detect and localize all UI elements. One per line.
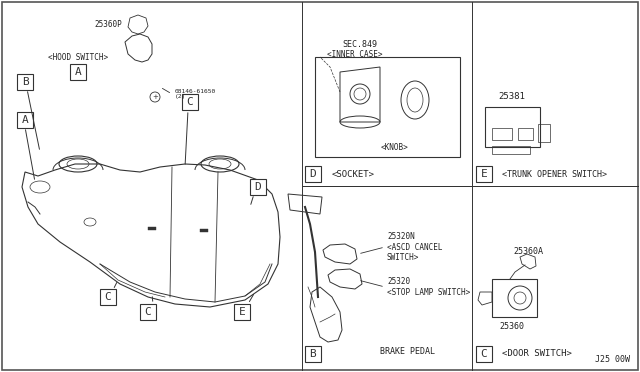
Text: <DOOR SWITCH>: <DOOR SWITCH> [502, 350, 572, 359]
Bar [182, 94, 198, 110]
Bar [17, 112, 33, 128]
Bar [250, 179, 266, 195]
Bar [492, 128, 512, 140]
Text: <KNOB>: <KNOB> [381, 142, 409, 151]
Text: B: B [22, 77, 28, 87]
Text: C: C [104, 292, 111, 302]
Bar [100, 289, 116, 305]
Bar [70, 64, 86, 80]
Text: 25381: 25381 [499, 92, 525, 100]
Bar [148, 227, 156, 230]
Text: D: D [255, 182, 261, 192]
Bar [140, 304, 156, 320]
Text: 25320
<STOP LAMP SWITCH>: 25320 <STOP LAMP SWITCH> [387, 277, 470, 297]
Bar [476, 166, 492, 182]
Bar [492, 279, 537, 317]
Bar [17, 74, 33, 90]
Text: 25320N
<ASCD CANCEL
SWITCH>: 25320N <ASCD CANCEL SWITCH> [387, 232, 442, 262]
Text: <TRUNK OPENER SWITCH>: <TRUNK OPENER SWITCH> [502, 170, 607, 179]
Text: E: E [481, 169, 488, 179]
Text: C: C [481, 349, 488, 359]
Text: A: A [22, 115, 28, 125]
Text: A: A [75, 67, 81, 77]
Bar [492, 146, 530, 154]
Bar [200, 229, 208, 232]
Text: BRAKE PEDAL: BRAKE PEDAL [380, 347, 435, 356]
Text: +: + [152, 94, 158, 100]
Text: C: C [187, 97, 193, 107]
Bar [518, 128, 533, 140]
Bar [305, 346, 321, 362]
Text: J25 00W: J25 00W [595, 355, 630, 364]
Bar [538, 124, 550, 142]
Bar [234, 304, 250, 320]
Text: 25360A: 25360A [513, 247, 543, 256]
Bar [476, 346, 492, 362]
Text: <SOCKET>: <SOCKET> [332, 170, 375, 179]
Text: SEC.849: SEC.849 [342, 39, 378, 48]
Text: B: B [310, 349, 316, 359]
Bar [305, 166, 321, 182]
Bar [315, 57, 460, 157]
Text: D: D [310, 169, 316, 179]
Text: 25360: 25360 [499, 322, 525, 331]
Text: 08146-61650
(2): 08146-61650 (2) [175, 89, 216, 99]
Text: C: C [145, 307, 152, 317]
Text: E: E [239, 307, 245, 317]
Text: 25360P: 25360P [94, 19, 122, 29]
Text: <INNER CASE>: <INNER CASE> [327, 49, 383, 58]
Text: <HOOD SWITCH>: <HOOD SWITCH> [48, 52, 108, 61]
Bar [485, 107, 540, 147]
